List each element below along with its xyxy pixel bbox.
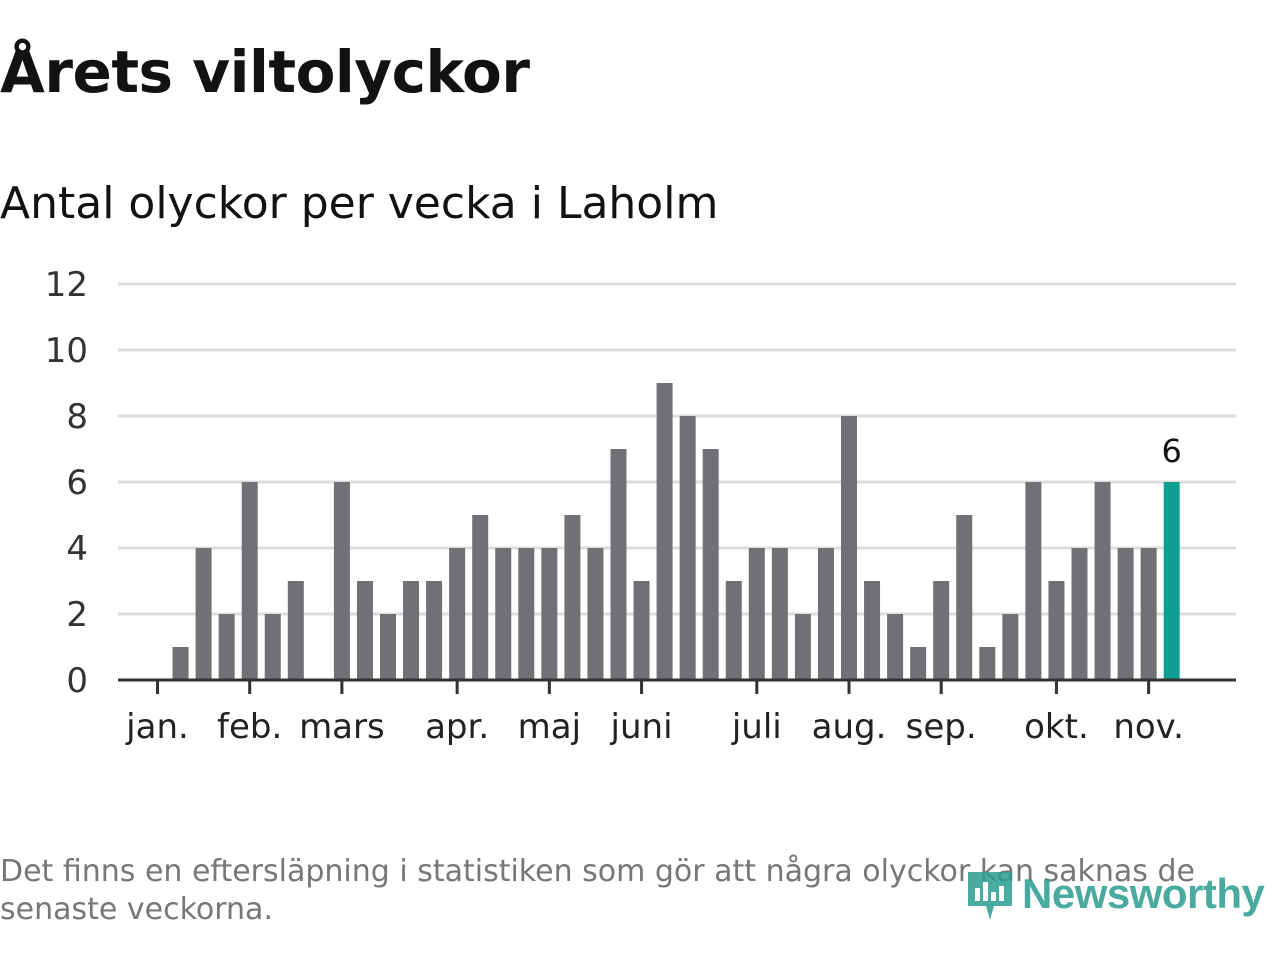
bar xyxy=(241,482,258,680)
bar xyxy=(218,614,235,680)
bar xyxy=(702,449,719,680)
x-tick-label: mars xyxy=(299,707,385,747)
bar xyxy=(541,548,558,680)
bar xyxy=(633,581,650,680)
data-labels: 6 xyxy=(1162,432,1182,470)
bar xyxy=(333,482,350,680)
chart-subtitle: Antal olyckor per vecka i Laholm xyxy=(0,178,719,229)
bar xyxy=(356,581,373,680)
bar xyxy=(748,548,765,680)
y-tick-label: 0 xyxy=(66,661,88,701)
y-tick-label: 4 xyxy=(66,529,88,569)
bar xyxy=(1048,581,1065,680)
bar xyxy=(172,647,189,680)
bar xyxy=(518,548,535,680)
bar xyxy=(1163,482,1180,680)
bars xyxy=(172,383,1180,680)
bar xyxy=(587,548,604,680)
bar-chart: 0 2 4 6 8 10 12 jan. feb. mars apr. maj juni juli aug… xyxy=(45,265,1236,747)
y-axis: 0 2 4 6 8 10 12 xyxy=(45,265,88,701)
y-tick-label: 8 xyxy=(66,397,88,437)
bar xyxy=(610,449,627,680)
bar xyxy=(794,614,811,680)
bar xyxy=(403,581,420,680)
data-label: 6 xyxy=(1162,432,1182,470)
bar xyxy=(1140,548,1157,680)
bar xyxy=(771,548,788,680)
bar xyxy=(1117,548,1134,680)
x-tick-label: nov. xyxy=(1113,707,1184,747)
bar xyxy=(1071,548,1088,680)
y-tick-label: 2 xyxy=(66,595,88,635)
grid-lines xyxy=(118,282,1236,616)
x-tick-label: sep. xyxy=(906,707,977,747)
bar xyxy=(264,614,281,680)
x-tick-label: apr. xyxy=(425,707,489,747)
x-tick-label: aug. xyxy=(812,707,887,747)
x-tick-label: feb. xyxy=(217,707,282,747)
newsworthy-logo-text: Newsworthy xyxy=(1022,870,1265,917)
bar xyxy=(933,581,950,680)
bar xyxy=(910,647,927,680)
bar xyxy=(564,515,581,680)
bar xyxy=(1002,614,1019,680)
y-tick-label: 6 xyxy=(66,463,88,503)
newsworthy-logo: Newsworthy xyxy=(964,862,1265,926)
bar xyxy=(495,548,512,680)
bar xyxy=(864,581,881,680)
bar xyxy=(841,416,857,680)
x-tick-label: juni xyxy=(610,707,673,747)
bar xyxy=(426,581,443,680)
x-tick-label: okt. xyxy=(1024,707,1089,747)
bar xyxy=(1025,482,1042,680)
x-tick-label: jan. xyxy=(125,707,189,747)
bar xyxy=(287,581,304,680)
bar xyxy=(380,614,396,680)
bar xyxy=(679,416,696,680)
chart-title: Årets viltolyckor xyxy=(0,38,530,106)
bar xyxy=(195,548,212,680)
y-tick-label: 10 xyxy=(45,331,88,371)
bar xyxy=(725,581,742,680)
bar xyxy=(956,515,973,680)
x-tick-label: maj xyxy=(518,707,581,747)
bar xyxy=(1094,482,1111,680)
bar xyxy=(472,515,489,680)
bar xyxy=(817,548,834,680)
x-tick-label: juli xyxy=(731,707,782,747)
y-tick-label: 12 xyxy=(45,265,88,305)
bar xyxy=(887,614,904,680)
bar xyxy=(449,548,466,680)
newsworthy-logo-icon xyxy=(968,872,1012,920)
x-axis: jan. feb. mars apr. maj juni juli aug. sep. okt. n… xyxy=(118,678,1236,747)
bar xyxy=(656,383,673,680)
bar xyxy=(979,647,996,680)
